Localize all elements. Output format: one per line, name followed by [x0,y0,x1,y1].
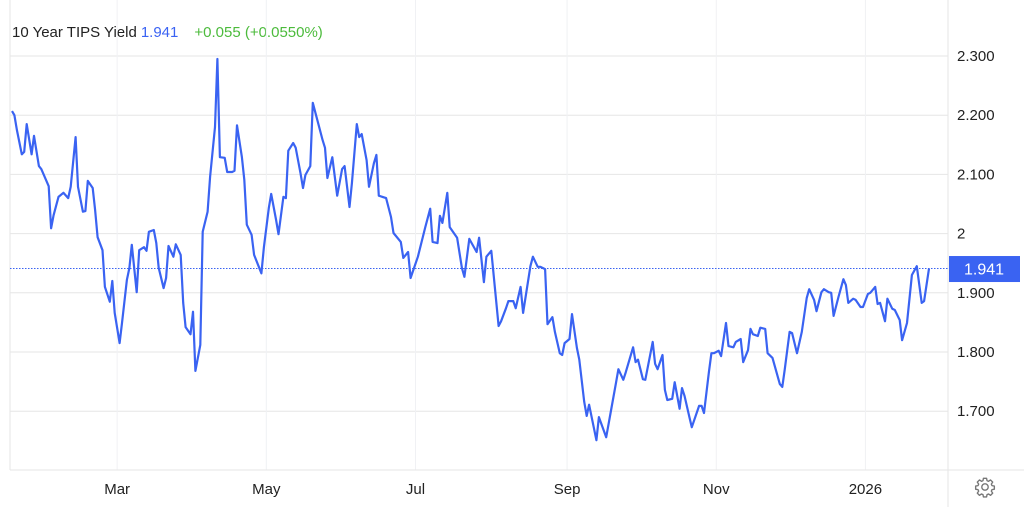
y-tick-label: 2 [957,226,965,243]
series-line [11,57,931,442]
chart-header: 10 Year TIPS Yield 1.941 +0.055 (+0.0550%) [12,24,323,41]
y-tick-label: 2.100 [957,166,995,183]
gear-icon[interactable] [974,476,996,498]
x-tick-label: Mar [104,481,130,498]
current-price-badge-label: 1.941 [964,262,1004,279]
x-tick-label: May [252,481,281,498]
gear-icon-glyph [974,477,996,498]
current-price: 1.941 [140,24,179,41]
x-tick-label: Jul [406,481,425,498]
x-tick-label: 2026 [849,481,882,498]
x-tick-label: Nov [703,481,730,498]
current-price-badge [949,256,1020,283]
instrument-title: 10 Year TIPS Yield [12,24,137,41]
y-tick-label: 1.900 [957,285,995,302]
y-tick-label: 1.800 [957,344,995,361]
x-tick-label: Sep [554,481,581,498]
price-change: +0.055 (+0.0550%) [194,24,323,41]
y-tick-label: 2.300 [957,48,995,65]
y-tick-label: 1.700 [957,403,995,420]
y-tick-label: 2.200 [957,107,995,124]
